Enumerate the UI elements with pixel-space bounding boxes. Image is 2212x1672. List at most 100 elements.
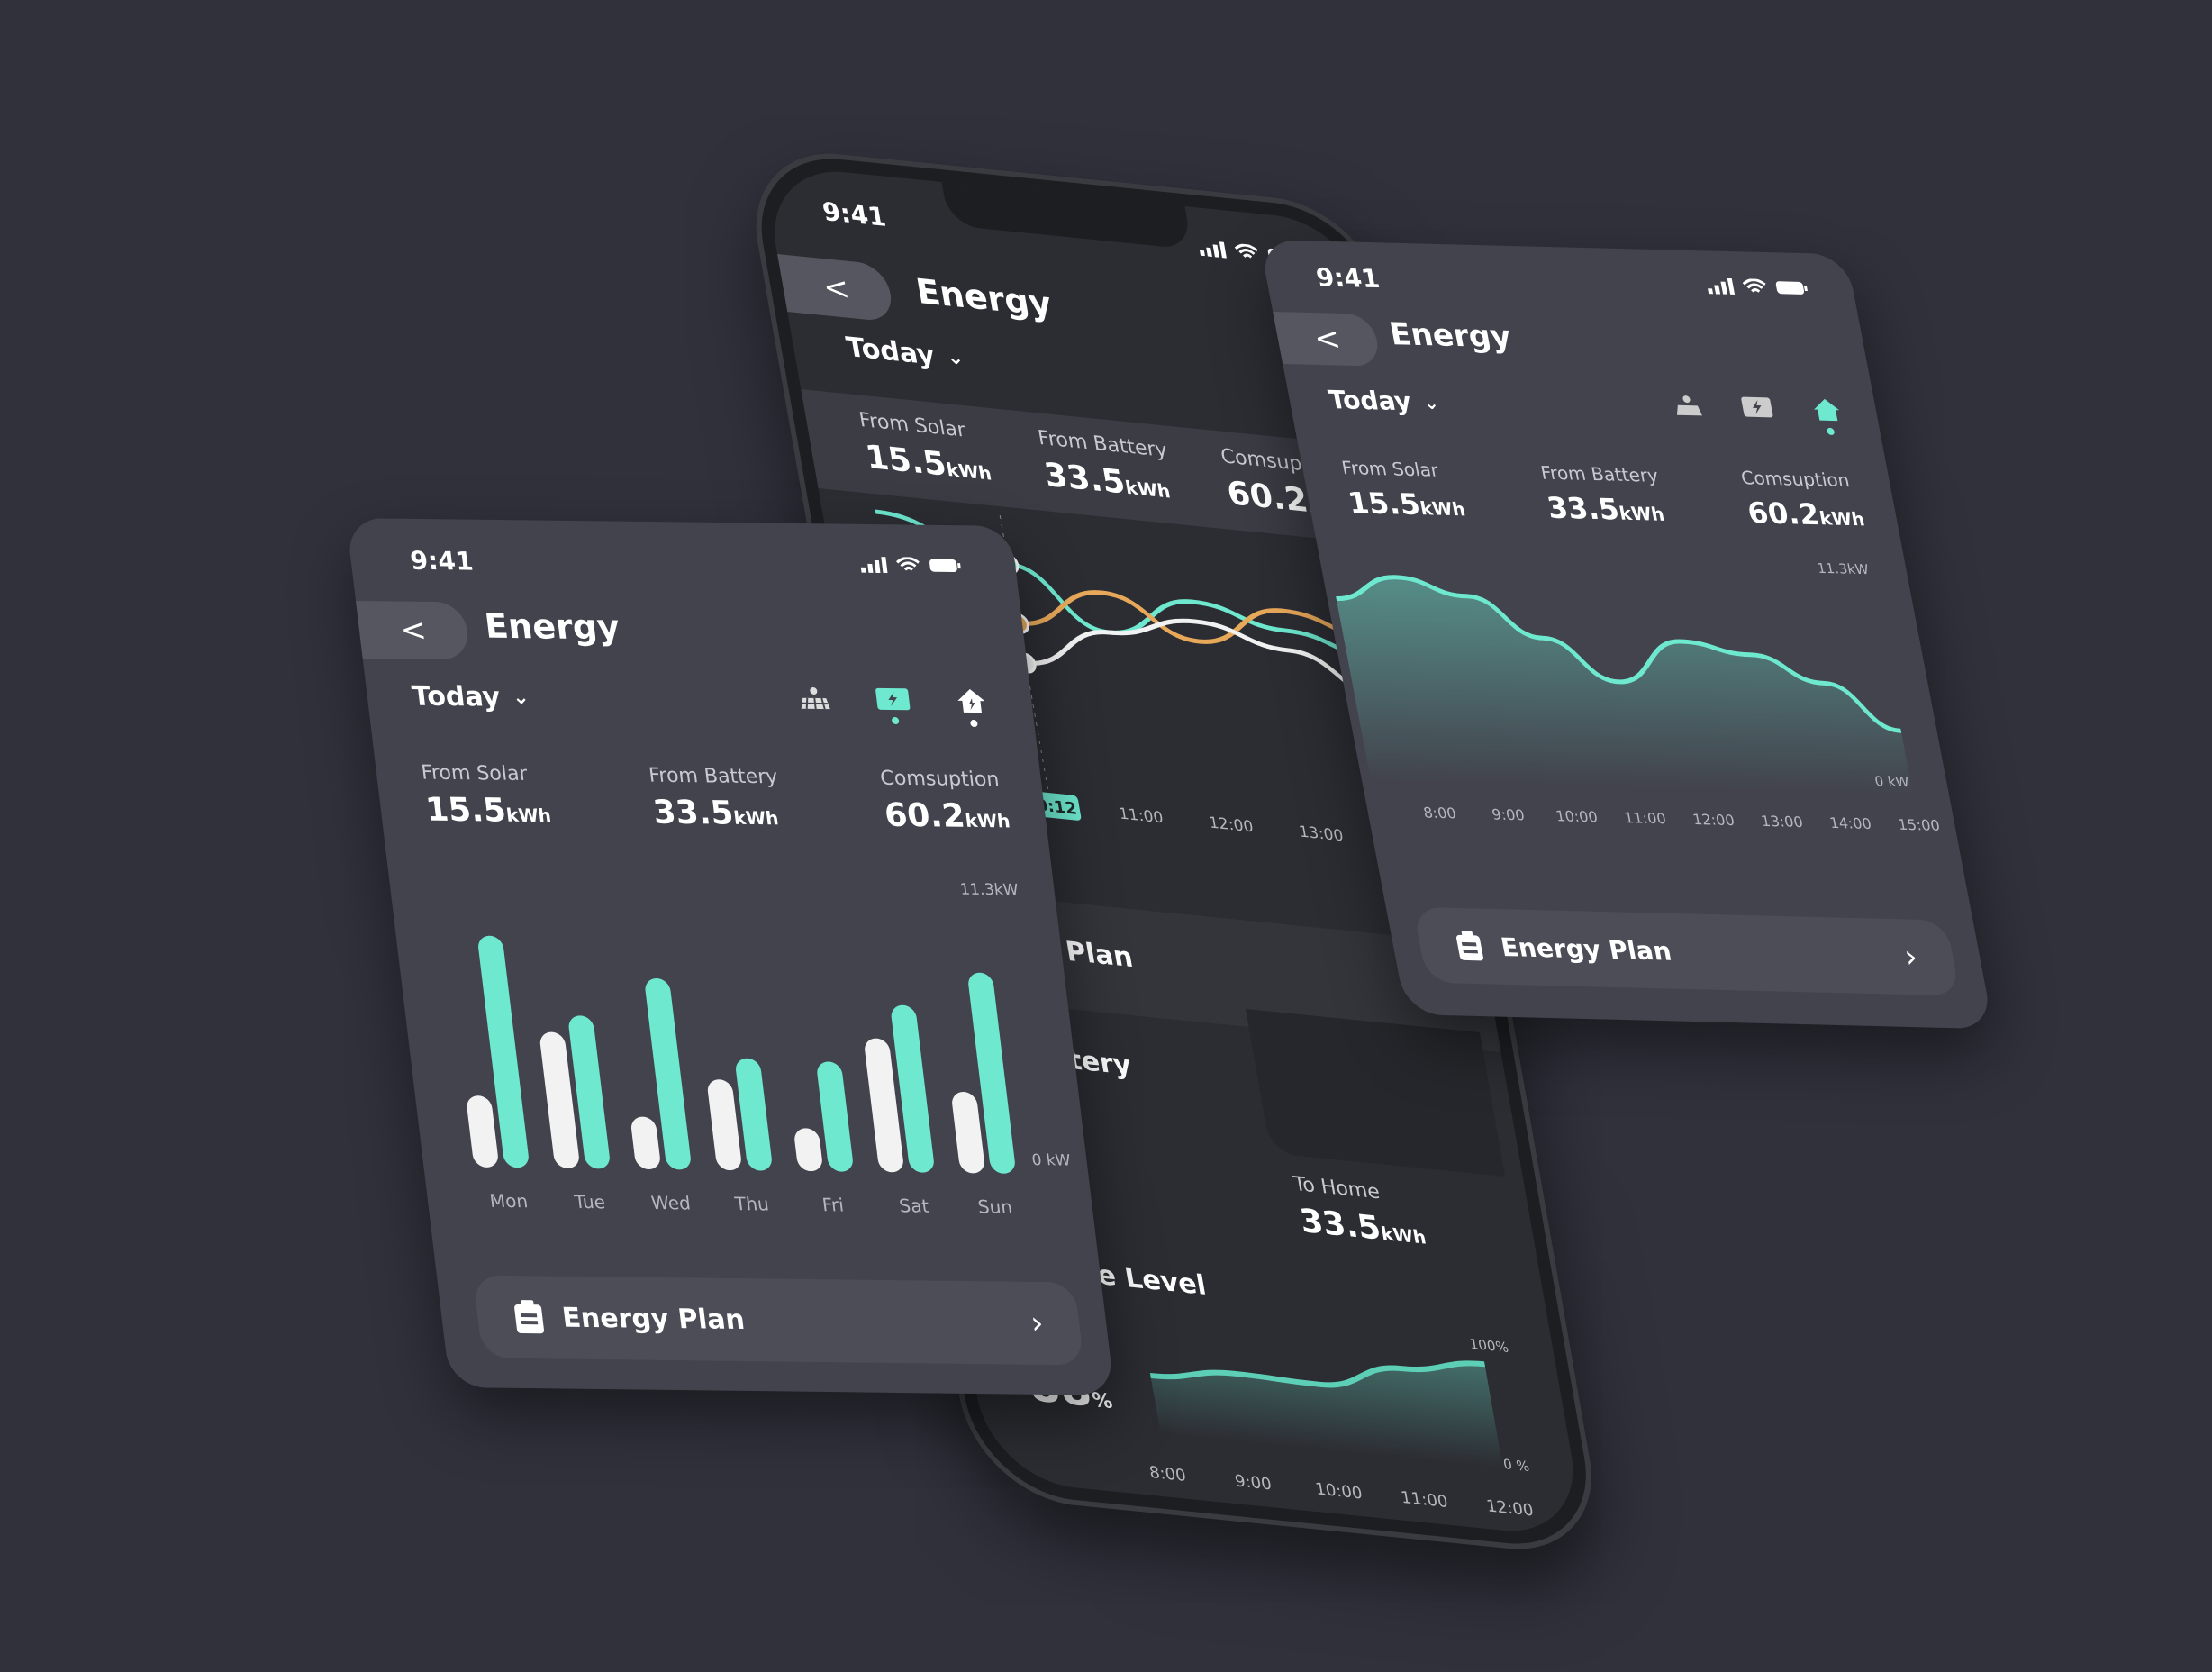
- x-tick-label: 13:00: [1298, 823, 1345, 846]
- stat-to-home: To Home 33.5kWh: [1292, 1173, 1428, 1249]
- back-button[interactable]: <: [356, 601, 471, 660]
- stat-battery: From Battery 33.5kWh: [1036, 426, 1173, 503]
- period-dropdown[interactable]: Today ⌄: [411, 681, 531, 714]
- home-icon: [1814, 398, 1840, 422]
- stat-battery: From Battery 33.5kWh: [647, 764, 780, 832]
- stats-row: From Solar 15.5kWh From Battery 33.5kWh Co…: [1340, 457, 1867, 532]
- battery-panel: [1246, 1009, 1505, 1177]
- area-fill: [1150, 1363, 1503, 1468]
- page-title: Energy: [912, 271, 1055, 324]
- status-time: 9:41: [820, 196, 889, 232]
- signal-icon: [1707, 277, 1736, 295]
- tab-home[interactable]: [955, 687, 990, 728]
- battery-charging-icon: [1741, 396, 1773, 418]
- x-tick-label: Tue: [572, 1191, 606, 1213]
- bar-sat-0: [865, 1038, 903, 1173]
- source-tabs: [798, 686, 990, 728]
- status-time: 9:41: [1313, 262, 1382, 295]
- bar-thu-0: [707, 1079, 741, 1171]
- home-icon: [957, 689, 985, 713]
- x-tick-label: 15:00: [1897, 816, 1942, 834]
- period-label: Today: [1326, 385, 1414, 417]
- bar-tue-1: [568, 1015, 610, 1169]
- stat-solar: From Solar 15.5kWh: [1339, 457, 1467, 522]
- stat-battery: From Battery 33.5kWh: [1538, 461, 1666, 527]
- y-max-label: 100%: [1468, 1336, 1509, 1356]
- tab-battery[interactable]: [1738, 395, 1778, 434]
- area-line: [1336, 575, 1902, 733]
- chevron-down-icon: ⌄: [511, 686, 531, 710]
- tab-solar[interactable]: [798, 686, 833, 725]
- x-tick-label: 11:00: [1623, 809, 1668, 827]
- bar-sun-0: [952, 1092, 984, 1174]
- tab-solar[interactable]: [1672, 394, 1706, 432]
- bar-fri-1: [817, 1061, 853, 1172]
- x-tick-label: 9:00: [1491, 806, 1526, 824]
- energy-plan-button[interactable]: Energy Plan ›: [1412, 906, 1961, 996]
- battery-charging-icon: [875, 687, 911, 711]
- bar-fri-0: [794, 1128, 822, 1172]
- clipboard-icon: [514, 1300, 545, 1334]
- bar-mon-1: [478, 935, 529, 1168]
- period-dropdown[interactable]: Today ⌄: [1326, 385, 1441, 417]
- status-icons: [859, 557, 962, 574]
- wifi-icon: [895, 557, 920, 571]
- wifi-icon: [1742, 278, 1766, 293]
- notch: [941, 182, 1192, 250]
- chevron-right-icon: ›: [1029, 1304, 1046, 1342]
- y-max-label: 11.3kW: [1816, 560, 1870, 577]
- x-tick-label: 10:00: [1555, 807, 1600, 825]
- back-button[interactable]: <: [777, 254, 896, 323]
- source-tabs: [1672, 394, 1845, 436]
- x-tick-label: Mon: [488, 1190, 529, 1212]
- chevron-left-icon: <: [1310, 321, 1344, 358]
- bar-tue-0: [539, 1031, 579, 1168]
- x-tick-label: Fri: [820, 1194, 845, 1215]
- x-tick-label: Thu: [733, 1193, 770, 1214]
- page-title: Energy: [1386, 316, 1514, 356]
- x-tick-label: 12:00: [1485, 1497, 1535, 1521]
- y-min-label: 0 %: [1502, 1456, 1531, 1475]
- x-tick-label: 11:00: [1118, 805, 1165, 828]
- x-tick-label: 8:00: [1148, 1463, 1188, 1486]
- bar-sat-1: [891, 1004, 934, 1173]
- area-line: [1149, 1360, 1486, 1388]
- bar-mon-0: [467, 1095, 498, 1168]
- x-tick-label: 12:00: [1691, 811, 1736, 829]
- solar-panel-icon: [1676, 395, 1702, 416]
- x-tick-label: Sun: [976, 1195, 1013, 1217]
- x-tick-label: 14:00: [1828, 814, 1873, 832]
- weekly-bar-chart: 11.3kW 0 kW Mon Tue Wed Thu Fri Sat Sun: [467, 881, 1072, 1218]
- chevron-left-icon: <: [820, 268, 853, 308]
- charge-level-chart: 100% 0 % 8:00 9:00 10:00 11:00 12:00: [1148, 1336, 1536, 1521]
- period-label: Today: [410, 680, 503, 713]
- x-tick-label: Sat: [898, 1195, 930, 1216]
- bar-wed-0: [630, 1116, 660, 1170]
- x-tick-label: 10:00: [1314, 1480, 1364, 1504]
- status-icons: [1706, 277, 1809, 296]
- energy-plan-button[interactable]: Energy Plan ›: [472, 1275, 1084, 1366]
- area-fill: [1336, 577, 1913, 795]
- page-title: Energy: [482, 605, 622, 648]
- battery-icon: [929, 559, 961, 573]
- period-dropdown[interactable]: Today ⌄: [844, 332, 966, 375]
- x-tick-label: 8:00: [1422, 804, 1457, 822]
- tab-home[interactable]: [1810, 397, 1845, 436]
- x-tick-label: 11:00: [1400, 1488, 1449, 1512]
- x-tick-label: 13:00: [1760, 813, 1805, 831]
- tab-battery[interactable]: [874, 686, 914, 726]
- y-min-label: 0 kW: [1873, 773, 1910, 790]
- daily-area-chart: 11.3kW 0 kW 8:00 9:00 10:00 11:00 12:00 13:00 14…: [1336, 560, 1942, 834]
- y-max-label: 11.3kW: [959, 881, 1020, 900]
- x-tick-label: 12:00: [1208, 814, 1255, 837]
- bar-thu-1: [736, 1058, 772, 1171]
- chevron-down-icon: ⌄: [945, 346, 966, 370]
- bar-sun-1: [968, 972, 1015, 1174]
- x-tick-label: 9:00: [1234, 1472, 1274, 1495]
- back-button[interactable]: <: [1273, 312, 1382, 367]
- chevron-right-icon: ›: [1901, 939, 1921, 976]
- clipboard-icon: [1455, 931, 1483, 961]
- weekly-energy-card: 9:41 < Energy Today ⌄ From Solar 15.5kWh F…: [346, 518, 1115, 1395]
